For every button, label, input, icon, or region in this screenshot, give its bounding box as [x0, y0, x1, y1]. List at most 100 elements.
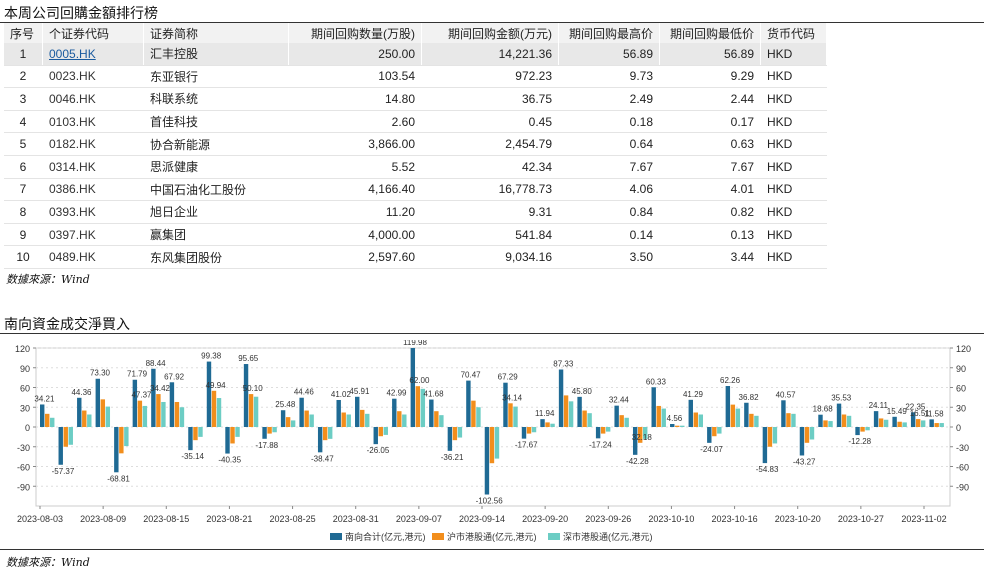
bar-shenzhen — [846, 415, 852, 427]
buyback-amount: 9,034.16 — [421, 245, 559, 269]
col-header-qty[interactable]: 期间回购数量(万股) — [288, 23, 422, 43]
bar-total — [744, 402, 749, 427]
legend-swatch — [432, 533, 444, 540]
bar-shanghai — [248, 394, 254, 427]
table-header-row: 序号 个证券代码 证券简称 期间回购数量(万股) 期间回购金额(万元) 期间回购… — [4, 23, 827, 43]
table-row[interactable]: 1 0005.HK 汇丰控股 250.00 14,221.36 56.89 56.89 HKD — [4, 43, 827, 66]
security-code[interactable]: 0314.HK — [42, 155, 144, 179]
currency: HKD — [760, 65, 827, 89]
data-label: 49.94 — [206, 381, 227, 390]
bar-total — [781, 400, 786, 427]
buyback-low: 0.82 — [659, 200, 761, 224]
data-label: -35.14 — [181, 452, 204, 461]
row-index: 7 — [4, 178, 43, 202]
bar-shenzhen — [513, 406, 518, 427]
table-row[interactable]: 10 0489.HK 东风集团股份 2,597.60 9,034.16 3.50 3.44 H… — [4, 245, 827, 269]
legend-swatch — [548, 533, 560, 540]
security-code[interactable]: 0005.HK — [42, 43, 144, 66]
bar-shenzhen — [809, 427, 815, 440]
buyback-low: 0.63 — [659, 132, 761, 156]
security-code-link[interactable]: 0005.HK — [49, 46, 96, 61]
security-name: 中国石油化工股份 — [143, 178, 289, 202]
table-row[interactable]: 8 0393.HK 旭日企业 11.20 9.31 0.84 0.82 HKD — [4, 200, 827, 224]
y-tick-label-right: 120 — [956, 344, 971, 354]
bar-shenzhen — [883, 419, 889, 427]
bar-shenzhen — [402, 414, 407, 427]
bar-shenzhen — [624, 417, 629, 427]
bar-shanghai — [730, 404, 736, 427]
data-label: 24.11 — [869, 401, 889, 410]
bar-shenzhen — [309, 414, 314, 427]
data-label: 35.53 — [831, 394, 852, 403]
col-header-currency[interactable]: 货币代码 — [760, 23, 827, 43]
security-code[interactable]: 0103.HK — [42, 110, 144, 134]
col-header-low[interactable]: 期间回购最低价 — [659, 23, 761, 43]
security-code[interactable]: 0182.HK — [42, 132, 144, 156]
y-tick-label-right: -60 — [956, 463, 969, 473]
table-row[interactable]: 7 0386.HK 中国石油化工股份 4,166.40 16,778.73 4.06 4.0… — [4, 178, 827, 202]
table-row[interactable]: 4 0103.HK 首佳科技 2.60 0.45 0.18 0.17 HKD — [4, 110, 827, 134]
data-label: 15.49 — [887, 407, 908, 416]
col-header-code[interactable]: 个证券代码 — [42, 23, 144, 43]
bar-shenzhen — [735, 408, 741, 427]
security-code[interactable]: 0393.HK — [42, 200, 144, 224]
data-label: 18.68 — [813, 405, 834, 414]
x-tick-label: 2023-08-25 — [270, 514, 316, 524]
bar-shanghai — [675, 425, 680, 427]
security-code[interactable]: 0046.HK — [42, 87, 144, 111]
bar-shenzhen — [698, 414, 704, 427]
security-code[interactable]: 0489.HK — [42, 245, 144, 269]
data-label: 44.46 — [294, 388, 315, 397]
table-row[interactable]: 2 0023.HK 东亚银行 103.54 972.23 9.73 9.29 HKD — [4, 65, 827, 89]
data-label: 62.00 — [409, 376, 430, 385]
bar-shenzhen — [457, 427, 463, 438]
bar-total — [632, 427, 638, 455]
bar-shanghai — [915, 419, 921, 427]
y-tick-label-left: 30 — [20, 403, 30, 413]
bar-shenzhen — [531, 427, 537, 433]
data-label: 4.56 — [667, 414, 683, 423]
table-row[interactable]: 3 0046.HK 科联系统 14.80 36.75 2.49 2.44 HKD — [4, 87, 827, 111]
data-label: -102.56 — [476, 497, 504, 506]
bar-shanghai — [582, 410, 587, 427]
col-header-amount[interactable]: 期间回购金额(万元) — [421, 23, 559, 43]
bar-total — [151, 368, 156, 427]
security-code[interactable]: 0023.HK — [42, 65, 144, 89]
bar-total — [892, 416, 897, 427]
data-label: -26.05 — [367, 446, 390, 455]
col-header-name[interactable]: 证券简称 — [143, 23, 289, 43]
bar-shenzhen — [550, 423, 555, 427]
security-name: 协合新能源 — [143, 132, 289, 156]
bar-total — [58, 427, 63, 465]
security-code[interactable]: 0386.HK — [42, 178, 144, 202]
bar-total — [299, 397, 304, 427]
col-header-index[interactable]: 序号 — [4, 23, 43, 43]
data-label: 45.91 — [349, 387, 370, 396]
bar-total — [725, 386, 731, 427]
bar-shanghai — [360, 409, 365, 427]
table-row[interactable]: 5 0182.HK 协合新能源 3,866.00 2,454.79 0.64 0.63 HKD — [4, 132, 827, 156]
y-tick-label-left: -60 — [17, 463, 30, 473]
bar-shenzhen — [828, 421, 833, 427]
row-index: 2 — [4, 65, 43, 89]
bar-total — [280, 410, 286, 427]
data-label: 50.10 — [243, 384, 264, 393]
bar-total — [577, 396, 582, 427]
bar-total — [855, 427, 860, 436]
table-row[interactable]: 6 0314.HK 思派健康 5.52 42.34 7.67 7.67 HKD — [4, 155, 827, 179]
bar-shenzhen — [365, 413, 370, 427]
bar-shenzhen — [476, 407, 481, 427]
bar-shenzhen — [327, 427, 333, 439]
row-index: 10 — [4, 245, 43, 269]
data-label: 34.21 — [34, 394, 55, 403]
security-code[interactable]: 0397.HK — [42, 223, 144, 247]
col-header-high[interactable]: 期间回购最高价 — [558, 23, 660, 43]
table-row[interactable]: 9 0397.HK 赢集团 4,000.00 541.84 0.14 0.13 HKD — [4, 223, 827, 247]
data-label: 41.29 — [683, 390, 704, 399]
bar-shanghai — [526, 427, 532, 434]
bar-total — [521, 427, 527, 439]
bar-shenzhen — [216, 398, 222, 427]
x-tick-label: 2023-09-20 — [522, 514, 568, 524]
bar-total — [447, 427, 453, 451]
data-label: -24.07 — [700, 445, 723, 454]
